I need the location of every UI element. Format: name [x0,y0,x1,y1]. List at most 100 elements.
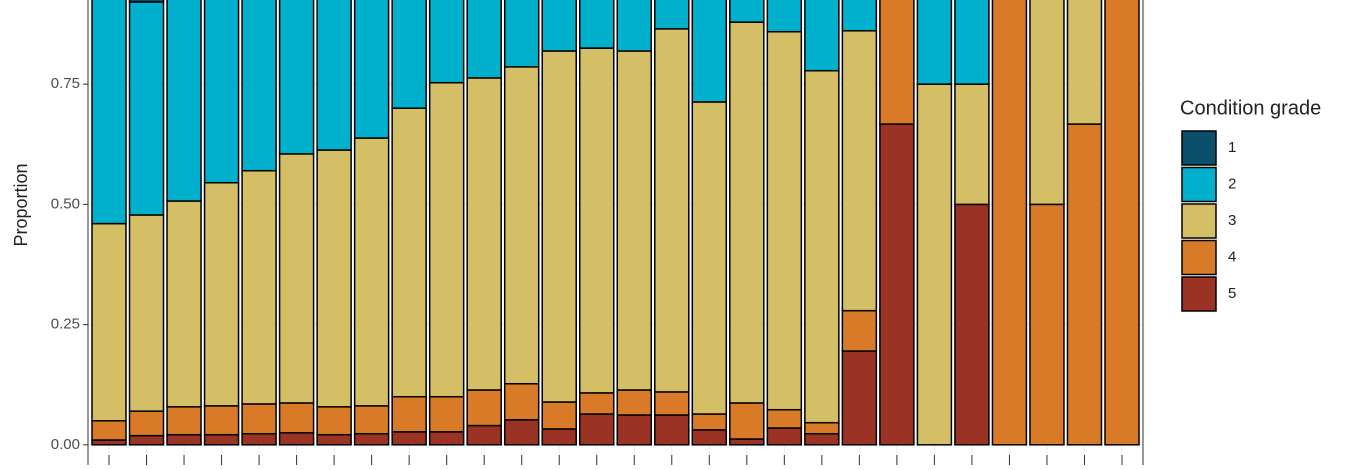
y-tick-label: 0.75 [51,75,80,92]
bar-segment [916,83,953,446]
bar-segment [616,414,653,446]
bar-segment [804,0,840,72]
legend-key [1181,166,1217,203]
bar-segment [428,395,465,433]
bar-segment [1066,123,1103,446]
bar-segment [91,222,127,422]
bar-segment [578,392,615,415]
legend-key [1181,130,1217,166]
bar-segment [428,81,465,398]
bar-segment [466,424,502,446]
plot-area [88,0,1143,465]
bar-segment [278,402,315,434]
bar-segment [729,21,765,404]
legend-label: 5 [1228,285,1236,302]
bar-segment [241,0,277,172]
bar-segment [428,431,465,446]
bar-segment [766,427,803,446]
bar-segment [766,30,803,411]
bar-segment [466,77,502,391]
bar-segment [278,432,315,446]
bar-segment [203,433,240,446]
bar-segment [503,419,540,446]
bar-segment [316,406,352,436]
bar-segment [166,433,202,446]
y-tick-label: 0.25 [51,316,80,333]
bar-segment [578,47,615,394]
bar-segment [616,0,653,52]
legend-label: 1 [1228,139,1236,156]
bar-segment [654,391,690,416]
bar-segment [916,0,953,85]
bar-segment [804,432,840,446]
bar-segment [729,402,765,440]
bar-segment [166,0,202,202]
bar-segment [166,406,202,436]
bar-segment [541,0,577,52]
y-tick-label: 0.50 [51,195,80,212]
bar-segment [353,432,390,446]
bar-segment [841,0,878,32]
bar-segment [541,401,577,430]
bar-segment [91,0,127,225]
bar-segment [654,414,690,446]
bar-segment [391,395,427,433]
legend-label: 3 [1228,212,1236,229]
bar-segment [203,181,240,407]
bar-segment [128,410,165,437]
bar-segment [428,0,465,84]
bar-segment [91,420,127,441]
legend-label: 4 [1228,248,1236,265]
bar-segment [654,0,690,30]
bar-segment [654,28,690,393]
legend-key [1181,203,1217,239]
bar-segment [391,107,427,398]
bar-segment [466,0,502,79]
bar-segment [1029,203,1065,446]
bar-segment [841,350,878,446]
bar-segment [954,203,990,446]
bar-segment [841,309,878,352]
bar-segment [1029,0,1065,206]
bar-segment [691,429,728,446]
bar-segment [166,200,202,408]
bar-segment [729,438,765,446]
bar-segment [879,123,915,446]
y-tick-label: 0.00 [51,436,80,453]
bar-segment [541,428,577,446]
legend-title: Condition grade [1180,97,1321,119]
legend-key [1181,276,1217,312]
bar-segment [241,169,277,405]
bar-segment [804,69,840,424]
legend-label: 2 [1228,175,1236,192]
bar-segment [128,0,165,3]
bar-segment [578,413,615,446]
bar-segment [954,83,990,206]
bar-segment [729,0,765,23]
bar-segment [503,382,540,421]
bar-segment [691,413,728,431]
bar-segment [316,149,352,408]
bar-segment [353,0,390,139]
bar-segment [241,403,277,435]
bar-segment [804,421,840,435]
bar-segment [616,50,653,391]
bar-segment [991,0,1028,446]
bar-segment [128,1,165,216]
bar-segment [616,389,653,416]
bar-segment [503,0,540,68]
bar-segment [353,405,390,435]
bar-segment [203,0,240,184]
bar-segment [1066,0,1103,125]
bar-segment [879,0,915,125]
bar-segment [316,0,352,151]
bar-segment [353,137,390,407]
bar-segment [391,431,427,446]
bar-segment [1104,0,1140,446]
bar-segment [841,30,878,312]
bar-segment [128,434,165,446]
bar-segment [578,0,615,49]
bar-segment [466,389,502,427]
bar-segment [278,0,315,155]
